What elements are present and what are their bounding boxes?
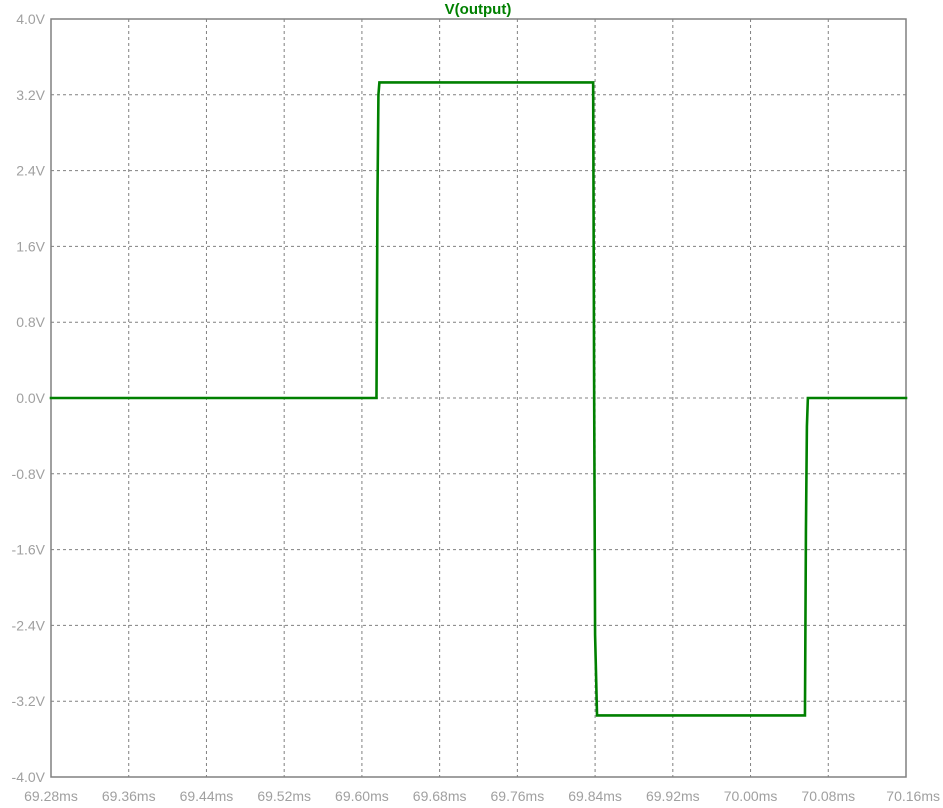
y-tick-label: 0.8V [16, 314, 45, 330]
series-traces [49, 81, 908, 717]
x-tick-label: 69.28ms [24, 788, 78, 804]
x-tick-label: 69.60ms [335, 788, 389, 804]
x-tick-label: 69.52ms [257, 788, 311, 804]
x-tick-label: 70.08ms [801, 788, 855, 804]
x-tick-label: 69.68ms [413, 788, 467, 804]
x-axis-tick-labels: 69.28ms 69.36ms 69.44ms 69.52ms 69.60ms 69.68… [24, 788, 940, 804]
y-tick-label: 2.4V [16, 163, 45, 179]
x-tick-label: 69.76ms [491, 788, 545, 804]
y-tick-label: 0.0V [16, 390, 45, 406]
series-line-v-output [49, 81, 908, 717]
x-tick-label: 69.36ms [102, 788, 156, 804]
y-tick-label: -1.6V [12, 542, 46, 558]
y-tick-label: -0.8V [12, 466, 46, 482]
y-tick-label: -2.4V [12, 617, 46, 633]
y-tick-label: 4.0V [16, 11, 45, 27]
y-tick-label: -3.2V [12, 693, 46, 709]
y-tick-label: 1.6V [16, 238, 45, 254]
y-axis-tick-labels: 4.0V 3.2V 2.4V 1.6V 0.8V 0.0V -0.8V -1.6V -2.4V -… [12, 11, 46, 785]
x-tick-label: 69.44ms [180, 788, 234, 804]
x-tick-label: 70.00ms [724, 788, 778, 804]
x-tick-label: 69.92ms [646, 788, 700, 804]
y-tick-label: -4.0V [12, 769, 46, 785]
x-tick-label: 70.16ms [886, 788, 940, 804]
grid-lines [51, 19, 906, 777]
y-tick-label: 3.2V [16, 87, 45, 103]
x-tick-label: 69.84ms [568, 788, 622, 804]
chart-title: V(output) [445, 1, 512, 18]
